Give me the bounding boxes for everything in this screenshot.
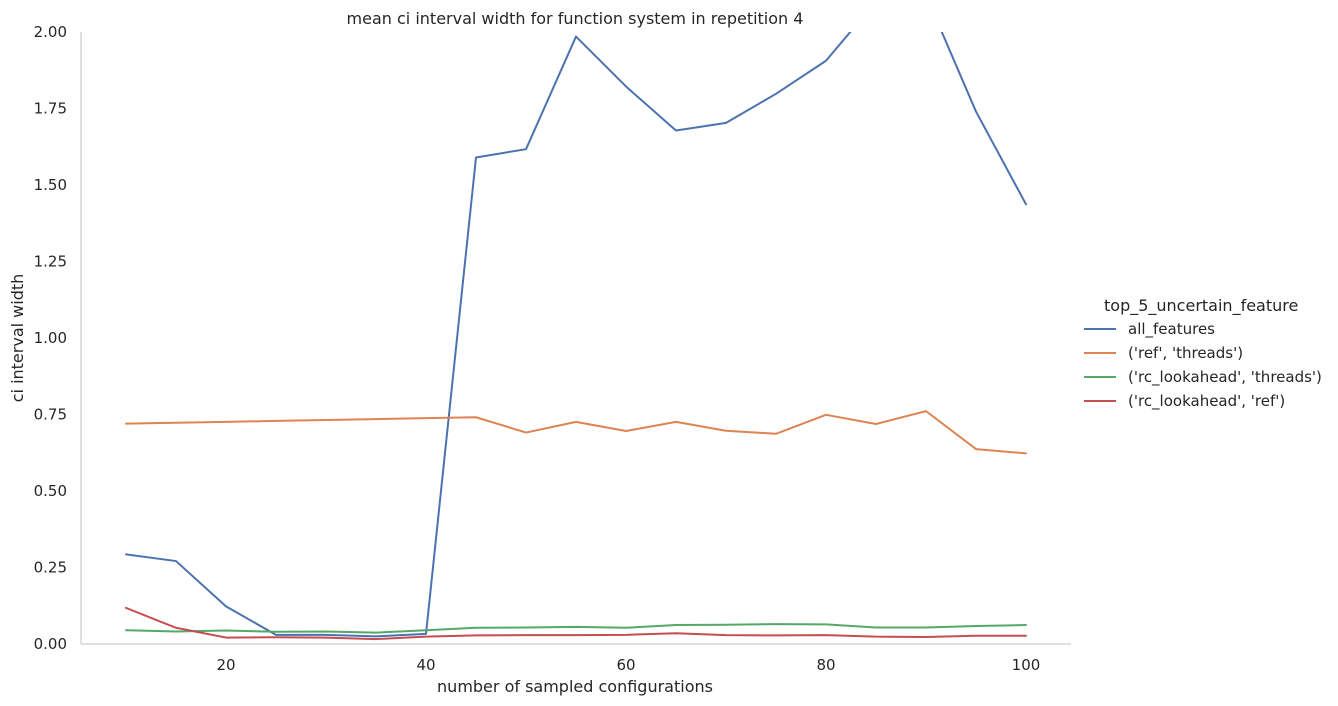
y-tick-label: 0.00 (34, 635, 67, 653)
y-tick-label: 0.50 (34, 482, 67, 500)
y-tick-label: 2.00 (34, 23, 67, 41)
y-axis-label: ci interval width (8, 274, 27, 403)
x-axis: 20 40 60 80 100 (81, 643, 1071, 674)
legend: top_5_uncertain_feature all_features ('re… (1084, 296, 1322, 411)
y-tick-label: 0.75 (34, 406, 67, 424)
legend-label: ('ref', 'threads') (1128, 344, 1243, 362)
chart-title: mean ci interval width for function syst… (347, 9, 804, 28)
y-tick-label: 1.50 (34, 176, 67, 194)
x-axis-label: number of sampled configurations (437, 677, 713, 696)
legend-title: top_5_uncertain_feature (1104, 296, 1298, 316)
y-tick-label: 1.00 (34, 329, 67, 347)
series-line-ref-threads (125, 410, 1027, 455)
series-line-rc-lookahead-threads (125, 623, 1027, 634)
y-axis: 0.00 0.25 0.50 0.75 1.00 1.25 1.50 1.75 2.00 (34, 23, 82, 653)
series-layer (125, 32, 1027, 641)
x-tick-label: 60 (616, 656, 635, 674)
legend-label: all_features (1128, 320, 1215, 339)
y-tick-label: 1.25 (34, 253, 67, 271)
y-tick-label: 1.75 (34, 100, 67, 118)
series-line-all-features (125, 32, 1027, 638)
legend-label: ('rc_lookahead', 'ref') (1128, 392, 1285, 411)
series-line-rc-lookahead-ref (125, 606, 1027, 641)
x-tick-label: 100 (1012, 656, 1041, 674)
legend-label: ('rc_lookahead', 'threads') (1128, 368, 1322, 387)
x-tick-label: 80 (816, 656, 835, 674)
x-tick-label: 20 (216, 656, 235, 674)
x-tick-label: 40 (416, 656, 435, 674)
y-tick-label: 0.25 (34, 559, 67, 577)
